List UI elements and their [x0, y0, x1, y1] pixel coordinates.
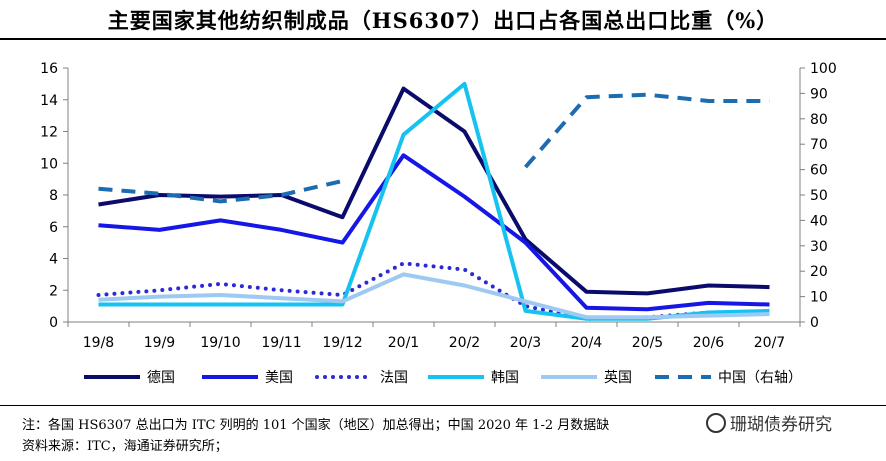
x-tick-label: 20/2 [449, 335, 480, 351]
x-tick-label: 19/8 [83, 335, 114, 351]
y-left-tick-label: 6 [49, 220, 58, 236]
y-right-tick-label: 50 [810, 188, 828, 204]
legend-label: 英国 [604, 369, 632, 386]
legend-label: 韩国 [491, 370, 519, 386]
y-left-tick-label: 2 [49, 283, 58, 299]
y-left-tick-label: 10 [40, 156, 58, 172]
source-text: 资料来源：ITC，海通证券研究所； [22, 439, 228, 454]
y-right-tick-label: 20 [810, 264, 828, 280]
watermark-text: 珊瑚债券研究 [730, 415, 832, 435]
y-right-tick-label: 90 [810, 86, 828, 102]
legend-label: 德国 [147, 370, 175, 386]
x-tick-label: 20/6 [693, 335, 725, 351]
x-tick-label: 20/1 [388, 335, 419, 351]
series-line-法国 [96, 261, 772, 321]
x-tick-label: 19/11 [261, 335, 301, 351]
legend-label: 中国（右轴） [718, 370, 802, 386]
series-line-中国（右轴） [523, 92, 770, 169]
y-right-tick-label: 10 [810, 290, 828, 306]
title-bar: 主要国家其他纺织制成品（HS6307）出口占各国总出口比重（%） [0, 0, 886, 38]
y-left-tick-label: 14 [40, 93, 58, 109]
x-tick-label: 20/4 [571, 335, 603, 351]
series-line-美国 [98, 153, 770, 312]
series-line-韩国 [98, 81, 770, 321]
notes-rule [0, 405, 886, 406]
watermark: 珊瑚债券研究 [702, 410, 836, 435]
y-left-tick-label: 16 [40, 61, 58, 77]
series-line-英国 [98, 272, 770, 320]
title-rule [0, 38, 886, 40]
chart-title: 主要国家其他纺织制成品（HS6307）出口占各国总出口比重（%） [107, 8, 779, 33]
y-right-tick-label: 100 [810, 61, 837, 77]
y-left-tick-label: 4 [49, 252, 58, 268]
y-right-tick-label: 40 [810, 213, 828, 229]
y-right-tick-label: 70 [810, 137, 828, 153]
y-right-tick-label: 80 [810, 112, 828, 128]
note-text: 注：各国 HS6307 总出口为 ITC 列明的 101 个国家（地区）加总得出… [22, 418, 610, 433]
series-line-德国 [98, 86, 770, 296]
y-left-tick-label: 8 [49, 188, 58, 204]
x-tick-label: 20/5 [632, 335, 663, 351]
x-tick-label: 20/7 [754, 335, 785, 351]
y-right-tick-label: 0 [810, 315, 819, 331]
x-tick-label: 19/12 [322, 335, 362, 351]
y-right-tick-label: 60 [810, 163, 828, 179]
y-right-tick-label: 30 [810, 239, 828, 255]
y-left-tick-label: 12 [40, 125, 58, 141]
legend-label: 法国 [380, 370, 408, 386]
x-tick-label: 19/10 [200, 335, 240, 351]
x-tick-label: 20/3 [510, 335, 541, 351]
x-tick-label: 19/9 [144, 335, 175, 351]
series-line-中国（右轴） [98, 179, 343, 204]
line-chart: 0 2 4 6 8 10 12 14 16 0 10 20 30 40 50 60 70 80 90 100 19/8 1… [40, 61, 837, 386]
y-left-tick-label: 0 [49, 315, 58, 331]
legend-label: 美国 [265, 370, 293, 386]
wechat-icon [706, 413, 726, 433]
